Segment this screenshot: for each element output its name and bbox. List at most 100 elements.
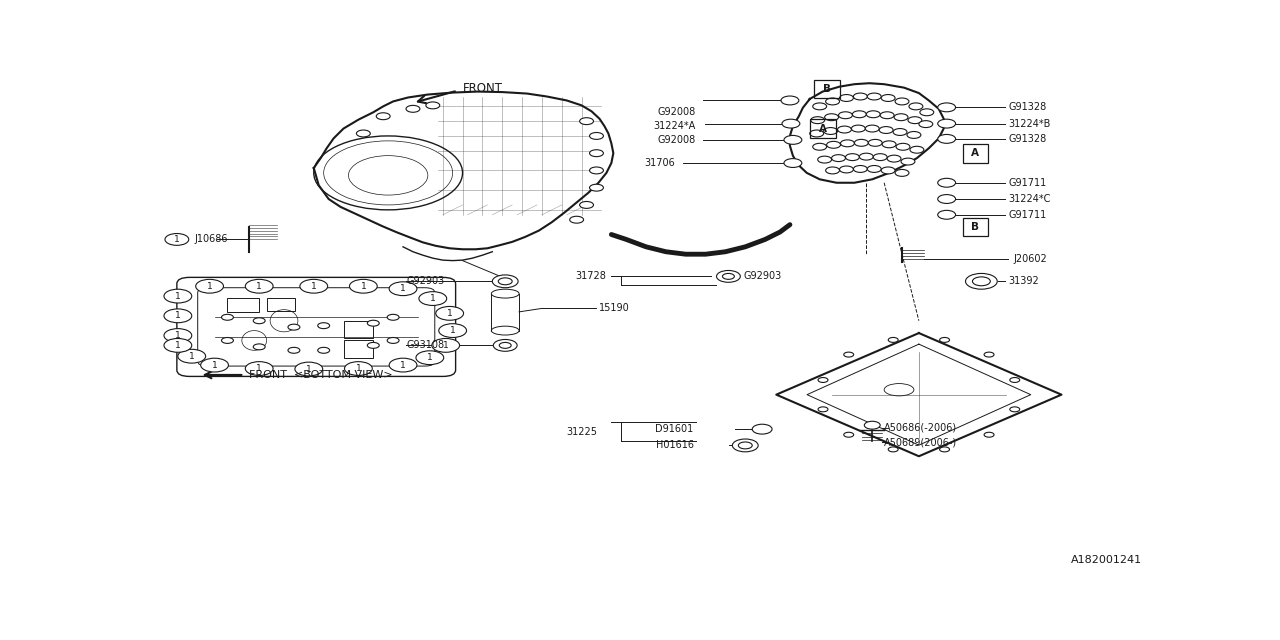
Circle shape — [732, 439, 758, 452]
Text: 1: 1 — [306, 365, 311, 374]
Circle shape — [590, 184, 603, 191]
Circle shape — [317, 348, 330, 353]
Circle shape — [909, 103, 923, 110]
Circle shape — [895, 114, 908, 121]
Circle shape — [580, 118, 594, 125]
Circle shape — [888, 337, 899, 342]
Text: H01616: H01616 — [655, 440, 694, 451]
Circle shape — [910, 147, 924, 153]
Text: G92903: G92903 — [406, 276, 444, 286]
Bar — [343, 340, 374, 358]
Text: 1: 1 — [401, 284, 406, 293]
Text: 1: 1 — [449, 326, 456, 335]
Circle shape — [893, 129, 908, 136]
Bar — [810, 119, 836, 138]
Circle shape — [164, 328, 192, 342]
Text: 1: 1 — [175, 292, 180, 301]
Circle shape — [376, 113, 390, 120]
Circle shape — [813, 103, 827, 110]
Circle shape — [855, 140, 868, 147]
Circle shape — [879, 127, 893, 134]
Circle shape — [439, 324, 466, 337]
Circle shape — [783, 136, 801, 144]
Text: G91711: G91711 — [1009, 210, 1047, 220]
Circle shape — [431, 339, 460, 352]
Circle shape — [859, 153, 873, 160]
Circle shape — [813, 143, 827, 150]
Text: 1: 1 — [430, 294, 435, 303]
Circle shape — [868, 140, 882, 147]
Circle shape — [908, 131, 920, 138]
Text: 31224*B: 31224*B — [1009, 118, 1051, 129]
Circle shape — [717, 271, 740, 282]
Circle shape — [722, 273, 735, 279]
Circle shape — [823, 127, 837, 134]
Text: 1: 1 — [175, 341, 180, 350]
Bar — [814, 80, 840, 99]
Circle shape — [840, 166, 854, 173]
Text: B: B — [972, 222, 979, 232]
Circle shape — [938, 211, 956, 220]
Circle shape — [426, 102, 440, 109]
Circle shape — [938, 179, 956, 187]
Circle shape — [896, 143, 910, 150]
Circle shape — [580, 202, 594, 209]
Circle shape — [317, 323, 330, 328]
Circle shape — [818, 407, 828, 412]
Text: 1: 1 — [447, 309, 453, 318]
Text: G92008: G92008 — [658, 135, 696, 145]
Circle shape — [873, 154, 887, 161]
Text: 15190: 15190 — [599, 303, 630, 314]
Text: 1: 1 — [443, 341, 448, 350]
Text: 31224*A: 31224*A — [653, 121, 695, 131]
Text: FRONT: FRONT — [462, 82, 503, 95]
Circle shape — [854, 166, 868, 172]
Circle shape — [367, 342, 379, 348]
Circle shape — [499, 342, 511, 348]
Circle shape — [868, 166, 881, 172]
Circle shape — [832, 155, 846, 161]
Circle shape — [196, 279, 224, 293]
Circle shape — [164, 289, 192, 303]
Circle shape — [837, 126, 851, 133]
Circle shape — [844, 352, 854, 357]
Circle shape — [164, 339, 192, 352]
Text: 31224*C: 31224*C — [1009, 194, 1051, 204]
Text: G93108: G93108 — [406, 340, 444, 350]
Circle shape — [590, 167, 603, 174]
Circle shape — [881, 112, 893, 118]
Circle shape — [178, 349, 206, 363]
Circle shape — [590, 132, 603, 140]
Text: A50686(-2006): A50686(-2006) — [884, 422, 957, 433]
Circle shape — [940, 447, 950, 452]
Circle shape — [344, 362, 372, 376]
Circle shape — [1010, 378, 1020, 383]
Circle shape — [919, 121, 933, 127]
Text: D91601: D91601 — [655, 424, 694, 434]
Circle shape — [868, 93, 881, 100]
Circle shape — [851, 125, 865, 132]
Circle shape — [838, 112, 852, 118]
Text: FRONT  <BOTTOM VIEW>: FRONT <BOTTOM VIEW> — [250, 370, 393, 380]
Text: A182001241: A182001241 — [1071, 555, 1142, 564]
Bar — [228, 298, 260, 312]
Circle shape — [300, 279, 328, 293]
Text: A: A — [972, 148, 979, 158]
Text: 1: 1 — [207, 282, 212, 291]
Bar — [343, 321, 374, 338]
Circle shape — [367, 320, 379, 326]
Circle shape — [827, 141, 841, 148]
Circle shape — [498, 278, 512, 285]
Circle shape — [818, 156, 832, 163]
Circle shape — [288, 348, 300, 353]
Circle shape — [852, 111, 867, 118]
Circle shape — [1010, 407, 1020, 412]
Text: 1: 1 — [356, 364, 361, 373]
Circle shape — [753, 424, 772, 434]
Bar — [963, 144, 988, 163]
Circle shape — [493, 339, 517, 351]
Text: 31225: 31225 — [567, 427, 598, 436]
Circle shape — [984, 352, 995, 357]
Circle shape — [826, 98, 840, 105]
Circle shape — [938, 195, 956, 204]
